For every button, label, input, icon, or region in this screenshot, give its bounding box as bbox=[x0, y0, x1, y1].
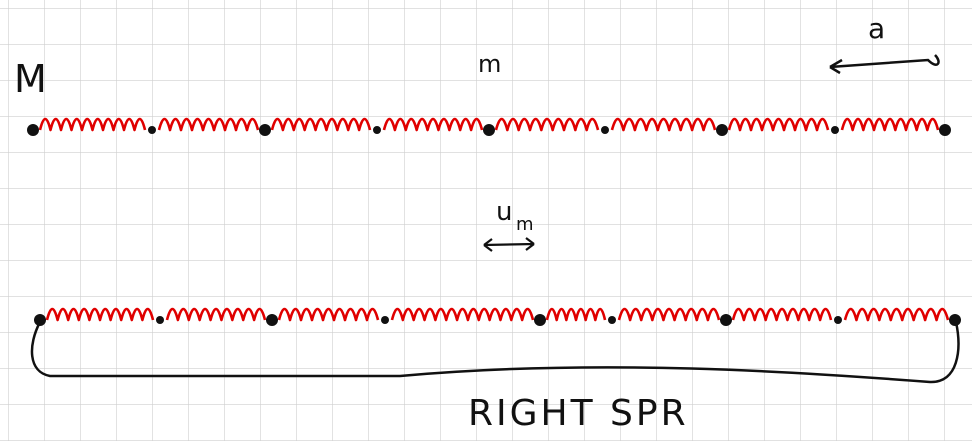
mass bbox=[834, 316, 842, 324]
mass bbox=[949, 314, 961, 326]
diagram: M m a u m RIGHT SPR bbox=[0, 0, 972, 441]
label-displacement-sub: m bbox=[516, 214, 534, 235]
mass bbox=[601, 126, 609, 134]
label-mass-small: m bbox=[478, 50, 501, 78]
mass bbox=[266, 314, 278, 326]
caption: RIGHT SPR bbox=[468, 393, 689, 434]
mass bbox=[373, 126, 381, 134]
mass bbox=[608, 316, 616, 324]
mass bbox=[381, 316, 389, 324]
label-spacing: a bbox=[868, 12, 885, 45]
mass bbox=[716, 124, 728, 136]
mass bbox=[156, 316, 164, 324]
mass bbox=[27, 124, 39, 136]
mass bbox=[939, 124, 951, 136]
mass bbox=[148, 126, 156, 134]
label-mass-large: M bbox=[14, 57, 47, 101]
label-displacement: u bbox=[496, 197, 512, 227]
mass bbox=[534, 314, 546, 326]
mass bbox=[259, 124, 271, 136]
mass bbox=[720, 314, 732, 326]
mass bbox=[831, 126, 839, 134]
mass bbox=[483, 124, 495, 136]
